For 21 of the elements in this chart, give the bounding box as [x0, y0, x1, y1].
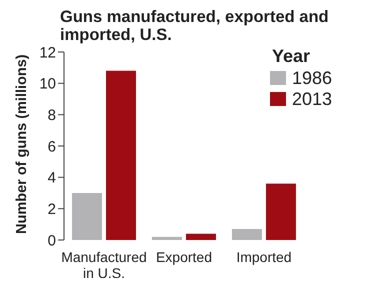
y-tick-label: 12	[39, 44, 56, 62]
y-tick-label: 10	[39, 76, 56, 93]
x-tick-label: Manufactured in U.S.	[61, 249, 147, 281]
y-tick-label: 6	[48, 138, 56, 156]
bar	[72, 193, 102, 240]
bar	[186, 234, 216, 240]
y-tick-label: 8	[48, 106, 56, 124]
y-tick-label: 4	[48, 170, 56, 187]
bar	[232, 229, 262, 240]
legend-title: Year	[272, 46, 311, 67]
y-axis-title: Number of guns (millions)	[14, 54, 30, 234]
bar	[152, 236, 182, 240]
y-tick-label: 2	[48, 200, 56, 218]
x-tick-label: Imported	[236, 249, 292, 265]
chart-title: Guns manufactured, exported and imported, U.S.	[59, 8, 330, 44]
y-tick-label: 0	[48, 232, 56, 250]
bar	[266, 184, 296, 240]
bar	[106, 70, 136, 240]
legend-label: 2013	[290, 89, 332, 109]
x-tick-label: Exported	[156, 249, 212, 265]
legend-label: 1986	[290, 68, 332, 88]
